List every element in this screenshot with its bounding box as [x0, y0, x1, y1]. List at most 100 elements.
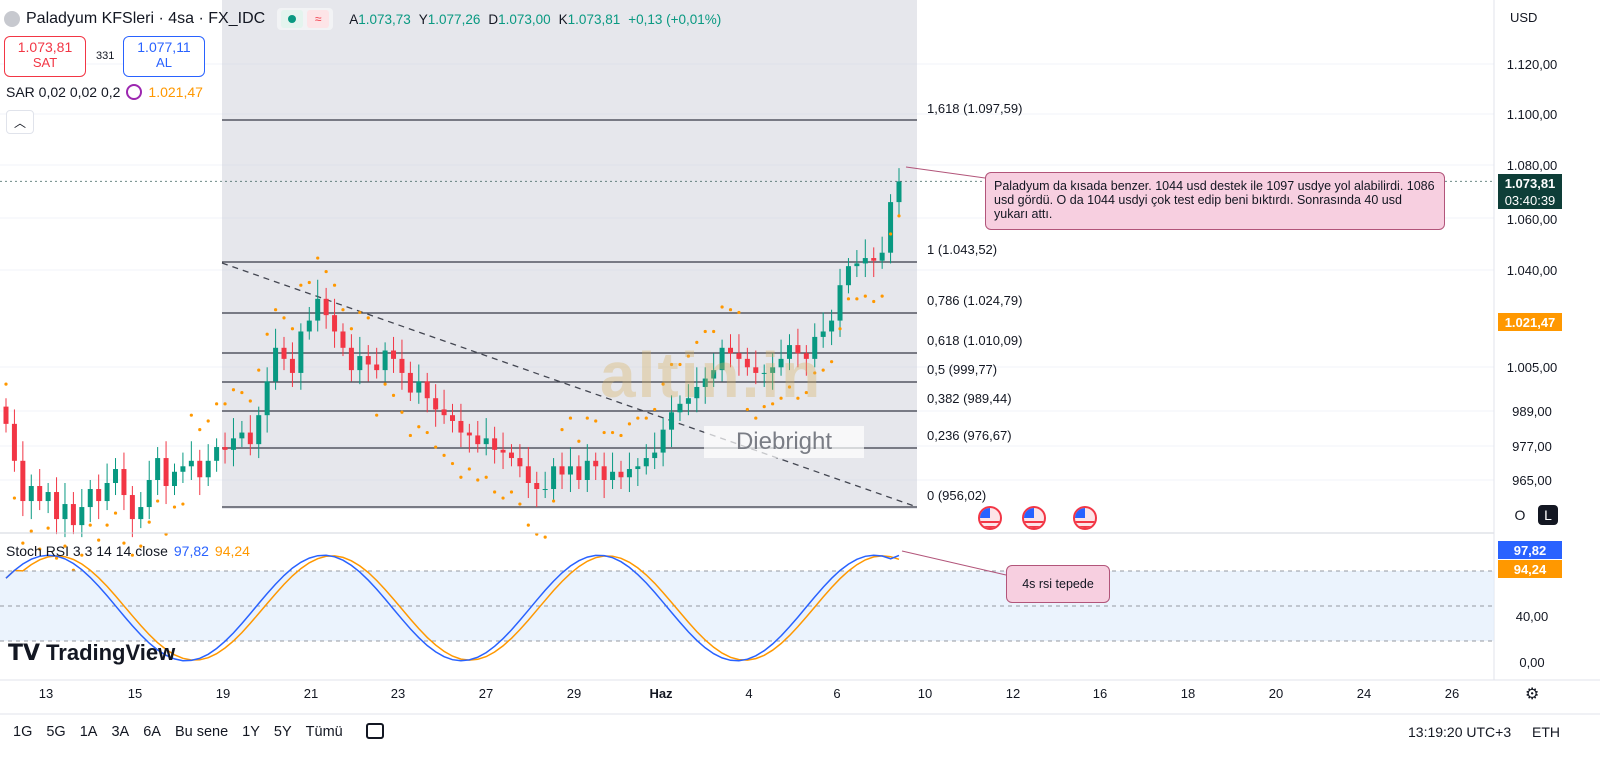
candle-body: [230, 438, 236, 450]
sell-button[interactable]: 1.073,81 SAT: [4, 36, 86, 77]
sar-dot: [551, 499, 556, 503]
sar-legend[interactable]: SAR 0,02 0,02 0,2 1.021,47: [6, 84, 203, 100]
sell-price: 1.073,81: [17, 39, 73, 55]
chart-header: Paladyum KFSleri · 4sa · FX_IDC ≈ A1.073…: [4, 6, 721, 32]
candle-body: [458, 420, 464, 433]
annotation-rsi-note[interactable]: 4s rsi tepede: [1006, 565, 1110, 603]
candle-body: [391, 350, 397, 359]
candle-body: [146, 480, 152, 508]
watermark-author: Diebright: [704, 426, 864, 458]
fib-label: 1 (1.043,52): [927, 242, 998, 257]
candle-body: [845, 266, 851, 286]
currency-select[interactable]: USD: [1510, 10, 1538, 25]
candle-body: [315, 298, 321, 321]
buy-button[interactable]: 1.077,11 AL: [123, 36, 205, 77]
stoch-rsi-legend[interactable]: Stoch RSI 3 3 14 14 close 97,82 94,24: [6, 543, 250, 559]
us-flag-event-icon[interactable]: [1022, 506, 1046, 530]
sar-dot: [568, 416, 573, 420]
tradingview-logo: 𝗧𝗩 TradingView: [8, 640, 175, 666]
x-axis-label: 16: [1092, 686, 1108, 701]
candle-body: [424, 381, 430, 399]
sar-dot: [695, 340, 699, 344]
price-axis-label: 989,00: [1512, 404, 1552, 419]
candle-body: [205, 460, 211, 478]
rsi-d-tag: 94,24: [1498, 560, 1562, 578]
us-flag-event-icon[interactable]: [1073, 506, 1097, 530]
candle-body: [87, 489, 93, 508]
timeframe-6a[interactable]: 6A: [143, 724, 161, 740]
sar-dot: [501, 496, 505, 500]
candle-body: [517, 458, 523, 467]
candle-body: [37, 486, 43, 502]
candle-body: [306, 320, 312, 332]
timeframe-5g[interactable]: 5G: [46, 724, 66, 740]
candle-body: [896, 181, 902, 203]
bottom-toolbar: 1G 5G 1A 3A 6A Bu sene 1Y 5Y Tümü: [0, 716, 1600, 748]
timeframe-3a[interactable]: 3A: [111, 724, 130, 740]
tradingview-wordmark: TradingView: [46, 640, 176, 665]
candle-body: [584, 460, 590, 480]
status-pill[interactable]: ≈: [277, 8, 334, 30]
symbol-title[interactable]: Paladyum KFSleri · 4sa · FX_IDC: [26, 10, 266, 27]
annotation-note[interactable]: Paladyum da kısada benzer. 1044 usd dest…: [985, 172, 1445, 230]
us-flag-event-icon[interactable]: [978, 506, 1002, 530]
sar-dot: [417, 425, 421, 429]
candle-body: [138, 507, 144, 520]
timeframe-5y[interactable]: 5Y: [273, 724, 292, 740]
timeframe-1y[interactable]: 1Y: [242, 724, 260, 740]
candle-body: [601, 466, 607, 480]
x-axis-label: 10: [917, 686, 933, 701]
timeframe-ytd[interactable]: Bu sene: [174, 724, 229, 740]
sar-dot: [610, 430, 615, 435]
candle-body: [70, 504, 76, 526]
timeframe-1a[interactable]: 1A: [79, 724, 98, 740]
price-axis-label: 1.040,00: [1506, 263, 1558, 278]
sar-dot: [880, 294, 884, 298]
sar-dot: [846, 297, 851, 301]
replay-calendar-icon[interactable]: [366, 723, 384, 739]
stoch-rsi-label: Stoch RSI 3 3 14 14 close: [6, 543, 168, 559]
candle-body: [795, 345, 801, 354]
sar-dot: [450, 461, 455, 466]
candle-body: [567, 466, 573, 475]
sar-dot: [779, 396, 783, 400]
sar-dot: [316, 256, 320, 260]
x-axis-label: 24: [1356, 686, 1372, 701]
candle-body: [264, 381, 270, 416]
ohlc-readout: A1.073,73 Y1.077,26 D1.073,00 K1.073,81 …: [349, 11, 722, 27]
candle-body: [652, 452, 658, 459]
sar-dot: [787, 385, 792, 389]
sar-label: SAR 0,02 0,02 0,2: [6, 84, 121, 100]
clock-timezone[interactable]: 13:19:20 UTC+3: [1408, 724, 1512, 740]
market-open-icon[interactable]: [281, 10, 304, 28]
sar-dot: [248, 399, 252, 403]
candle-body: [382, 350, 388, 371]
tradingview-mark-icon: 𝗧𝗩: [8, 640, 41, 665]
timeframe-all[interactable]: Tümü: [305, 724, 343, 740]
sar-dot: [63, 544, 67, 548]
candle-body: [551, 466, 557, 490]
candle-body: [239, 432, 245, 439]
wave-icon[interactable]: ≈: [307, 10, 330, 28]
sar-dot: [156, 499, 160, 503]
candle-body: [711, 370, 717, 379]
collapse-chevron-icon[interactable]: ︿: [6, 110, 34, 134]
auto-scale-toggle[interactable]: L: [1538, 505, 1558, 525]
log-scale-toggle[interactable]: O: [1514, 507, 1526, 523]
stoch-rsi-d-line: [5, 555, 900, 661]
spread-value: 331: [96, 50, 115, 62]
timeframe-1g[interactable]: 1G: [13, 724, 33, 740]
candle-body: [677, 403, 683, 413]
sar-dot: [105, 523, 109, 527]
candle-body: [635, 466, 641, 470]
candle-body: [576, 466, 582, 480]
session-toggle[interactable]: ETH: [1532, 724, 1560, 740]
sar-dot: [686, 354, 690, 358]
candle-body: [171, 471, 177, 487]
candle-body: [466, 432, 472, 436]
sar-cycle-icon[interactable]: [126, 84, 143, 100]
settings-gear-icon[interactable]: ⚙: [1525, 686, 1540, 703]
candle-body: [778, 358, 784, 368]
sar-dot: [560, 428, 564, 432]
